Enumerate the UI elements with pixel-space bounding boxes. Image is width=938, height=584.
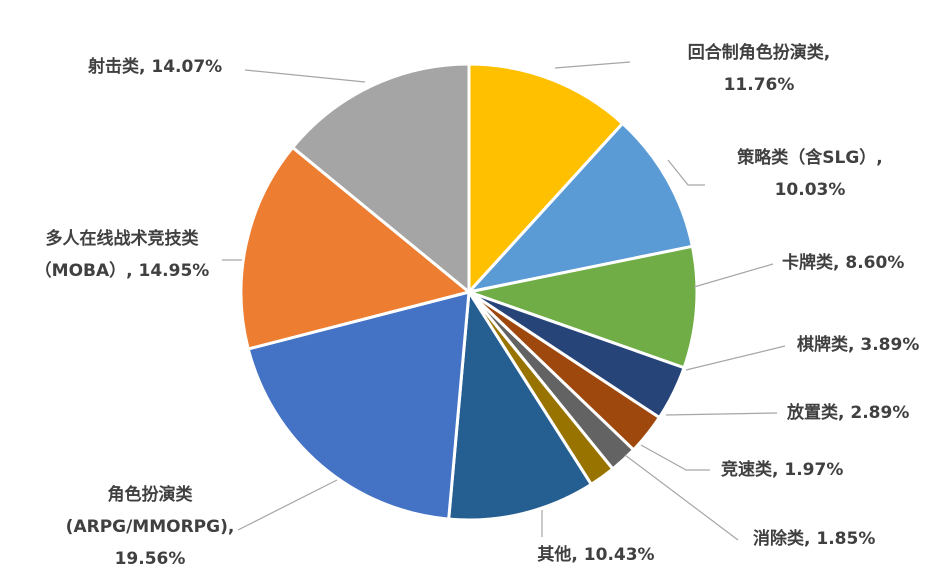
data-label-10: 多人在线战术竞技类 （MOBA）, 14.95%: [35, 228, 210, 281]
data-label-1: 回合制角色扮演类, 11.76%: [688, 42, 830, 95]
data-label-6: 竞速类, 1.97%: [721, 459, 843, 480]
data-label-8-line-1: 其他, 10.43%: [537, 544, 654, 565]
data-label-4: 棋牌类, 3.89%: [797, 334, 919, 355]
pie-slice-11: [291, 62, 471, 294]
pie-slice-1: [467, 62, 625, 294]
data-label-10-line-1: 多人在线战术竞技类: [46, 228, 200, 249]
data-label-7-line-1: 消除类, 1.85%: [753, 528, 875, 549]
pie-slice-9: [246, 290, 471, 521]
leader-line-7: [624, 454, 739, 541]
leader-line-5: [665, 412, 778, 416]
pie-slice-3: [467, 244, 699, 370]
data-label-9-line-3: 19.56%: [115, 549, 186, 569]
data-label-9: 角色扮演类 (ARPG/MMORPG), 19.56%: [66, 484, 235, 569]
data-label-5: 放置类, 2.89%: [786, 402, 909, 423]
data-label-2: 策略类（含SLG）, 10.03%: [737, 147, 883, 200]
leader-line-4: [685, 345, 786, 371]
data-label-5-line-1: 放置类, 2.89%: [786, 402, 909, 423]
data-label-1-line-2: 11.76%: [724, 75, 795, 95]
leader-lines-layer: [222, 61, 786, 541]
data-label-4-line-1: 棋牌类, 3.89%: [797, 334, 919, 355]
data-label-2-line-2: 10.03%: [775, 180, 846, 200]
data-label-7: 消除类, 1.85%: [753, 528, 875, 549]
data-label-8: 其他, 10.43%: [537, 544, 654, 565]
data-label-3-line-1: 卡牌类, 8.60%: [782, 252, 904, 273]
slices-layer: [239, 62, 699, 522]
data-label-2-line-1: 策略类（含SLG）,: [737, 147, 883, 168]
data-label-10-line-2: （MOBA）, 14.95%: [35, 260, 210, 281]
leader-line-2: [667, 159, 705, 186]
data-labels-layer: 回合制角色扮演类, 11.76% 策略类（含SLG）, 10.03% 卡牌类, 8.60…: [35, 42, 920, 569]
leader-line-1: [554, 61, 631, 69]
pie-slice-2: [467, 121, 694, 294]
data-label-1-line-1: 回合制角色扮演类,: [688, 42, 830, 63]
data-label-11: 射击类, 14.07%: [87, 56, 222, 77]
leader-line-6: [640, 444, 710, 471]
pie-slice-10: [239, 145, 471, 351]
pie-slice-8: [447, 290, 593, 522]
data-label-11-line-1: 射击类, 14.07%: [87, 56, 222, 77]
data-label-9-line-2: (ARPG/MMORPG),: [66, 517, 235, 537]
data-label-9-line-1: 角色扮演类: [108, 484, 194, 505]
leader-line-11: [244, 69, 366, 83]
leader-line-9: [237, 479, 338, 531]
data-label-3: 卡牌类, 8.60%: [782, 252, 904, 273]
data-label-6-line-1: 竞速类, 1.97%: [721, 459, 843, 480]
leader-line-3: [693, 263, 774, 288]
